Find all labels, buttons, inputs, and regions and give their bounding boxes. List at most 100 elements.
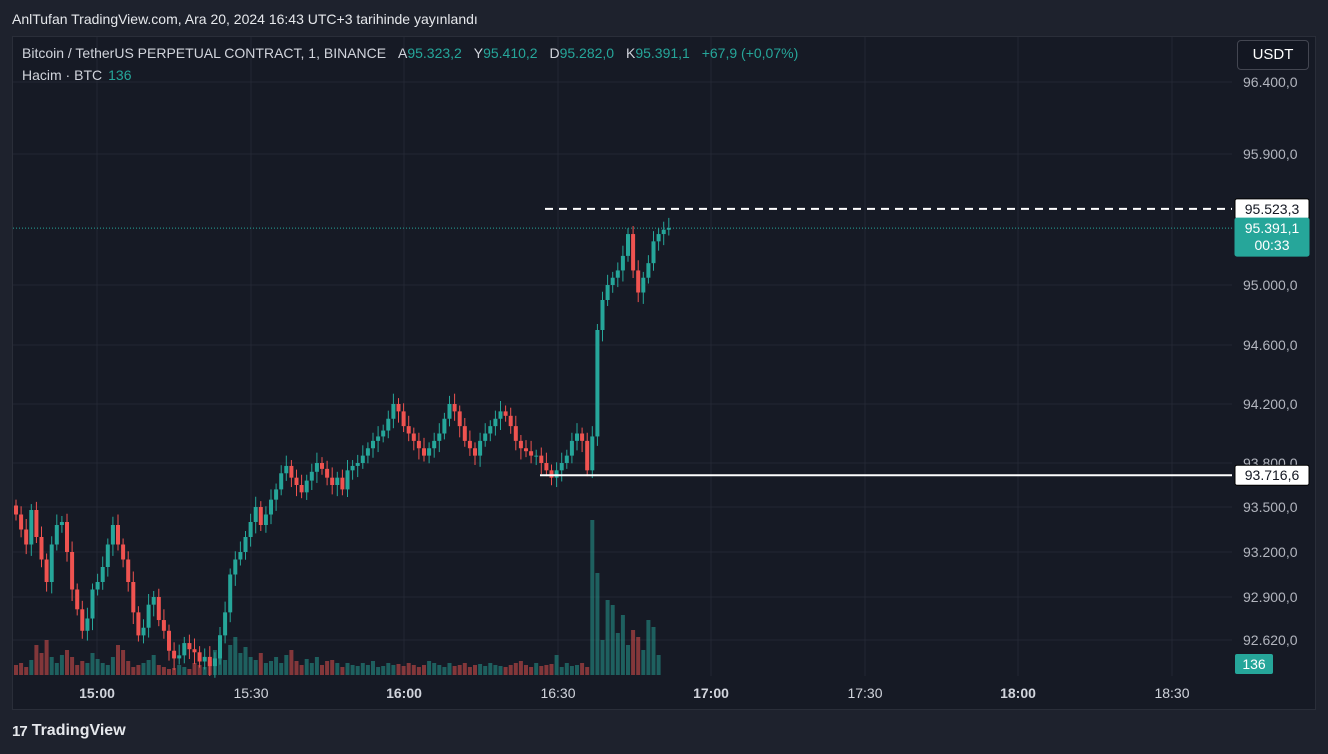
candle-body[interactable]: [314, 463, 319, 472]
candle-body[interactable]: [263, 514, 268, 526]
candle-body[interactable]: [223, 612, 228, 636]
volume-label[interactable]: Hacim · BTC: [22, 67, 103, 83]
candle-body[interactable]: [85, 618, 90, 631]
candle-body[interactable]: [605, 285, 610, 300]
candle-body[interactable]: [396, 404, 401, 412]
candle-body[interactable]: [559, 463, 564, 471]
candle-body[interactable]: [80, 609, 85, 631]
candle-body[interactable]: [631, 234, 636, 271]
tradingview-logo[interactable]: 17 TradingView: [12, 722, 126, 740]
candle-body[interactable]: [248, 522, 253, 537]
candle-body[interactable]: [34, 510, 39, 537]
candle-body[interactable]: [116, 525, 120, 545]
candle-body[interactable]: [136, 612, 141, 636]
candle-body[interactable]: [391, 404, 396, 419]
candle-body[interactable]: [569, 440, 574, 456]
candle-body[interactable]: [95, 582, 100, 590]
candle-body[interactable]: [442, 418, 447, 434]
candle-body[interactable]: [182, 643, 187, 656]
candle-body[interactable]: [381, 430, 386, 437]
candle-body[interactable]: [309, 471, 314, 481]
candle-body[interactable]: [544, 463, 549, 471]
candle-body[interactable]: [172, 650, 177, 659]
candle-body[interactable]: [141, 627, 146, 636]
candle-body[interactable]: [44, 559, 49, 583]
candle-body[interactable]: [289, 465, 294, 478]
candle-body[interactable]: [233, 559, 238, 575]
candle-body[interactable]: [564, 455, 569, 463]
candle-body[interactable]: [539, 455, 544, 463]
candle-body[interactable]: [70, 552, 75, 590]
candle-body[interactable]: [360, 455, 365, 463]
candle-body[interactable]: [355, 463, 360, 466]
candle-body[interactable]: [100, 567, 105, 582]
candle-body[interactable]: [192, 649, 197, 653]
candle-body[interactable]: [161, 620, 166, 631]
candle-body[interactable]: [513, 426, 518, 441]
candle-body[interactable]: [483, 433, 488, 441]
candle-body[interactable]: [243, 537, 248, 552]
candle-body[interactable]: [345, 470, 350, 490]
candle-body[interactable]: [422, 448, 426, 456]
candle-body[interactable]: [447, 404, 452, 419]
candle-body[interactable]: [524, 448, 528, 452]
candle-body[interactable]: [65, 522, 69, 552]
candle-body[interactable]: [411, 433, 416, 441]
candle-body[interactable]: [24, 529, 29, 545]
candle-body[interactable]: [406, 426, 411, 434]
candle-body[interactable]: [151, 597, 156, 605]
candle-body[interactable]: [580, 433, 585, 441]
candle-body[interactable]: [253, 507, 258, 522]
candle-body[interactable]: [59, 522, 64, 525]
candle-body[interactable]: [590, 436, 595, 471]
candle-body[interactable]: [19, 514, 24, 530]
candle-body[interactable]: [258, 507, 263, 525]
candle-body[interactable]: [279, 473, 284, 490]
candle-body[interactable]: [228, 574, 233, 613]
candle-body[interactable]: [467, 440, 472, 449]
candle-body[interactable]: [610, 277, 615, 285]
candle-body[interactable]: [294, 477, 299, 485]
candle-body[interactable]: [534, 455, 539, 457]
candle-body[interactable]: [371, 440, 375, 449]
candle-body[interactable]: [554, 470, 559, 478]
candle-body[interactable]: [110, 525, 115, 545]
candle-body[interactable]: [427, 448, 432, 456]
candle-body[interactable]: [473, 448, 477, 456]
candle-body[interactable]: [585, 440, 590, 471]
candle-body[interactable]: [376, 436, 381, 441]
candle-body[interactable]: [386, 418, 391, 431]
candle-body[interactable]: [626, 234, 630, 256]
candle-body[interactable]: [508, 415, 513, 427]
candle-body[interactable]: [498, 411, 503, 419]
currency-button[interactable]: USDT: [1237, 40, 1309, 70]
candle-body[interactable]: [54, 525, 59, 545]
candle-body[interactable]: [549, 470, 554, 478]
candle-body[interactable]: [350, 465, 355, 471]
candle-body[interactable]: [299, 485, 304, 493]
candle-body[interactable]: [666, 228, 671, 230]
candle-body[interactable]: [478, 440, 483, 456]
candle-body[interactable]: [365, 448, 370, 456]
candle-body[interactable]: [575, 433, 579, 441]
candle-body[interactable]: [131, 582, 136, 613]
candle-body[interactable]: [452, 404, 457, 412]
candle-body[interactable]: [126, 559, 131, 583]
candle-body[interactable]: [330, 477, 335, 485]
candle-body[interactable]: [167, 630, 171, 651]
candle-body[interactable]: [488, 426, 493, 434]
candle-body[interactable]: [656, 234, 661, 242]
candle-body[interactable]: [29, 510, 34, 545]
candle-body[interactable]: [304, 480, 309, 493]
candle-body[interactable]: [156, 597, 161, 621]
candle-body[interactable]: [437, 433, 442, 441]
candle-body[interactable]: [49, 544, 54, 583]
candle-body[interactable]: [269, 499, 273, 515]
candle-body[interactable]: [620, 255, 625, 271]
candle-body[interactable]: [121, 544, 126, 560]
candle-body[interactable]: [320, 463, 324, 469]
candle-body[interactable]: [600, 300, 605, 330]
candle-body[interactable]: [646, 263, 651, 278]
candle-body[interactable]: [651, 241, 656, 264]
